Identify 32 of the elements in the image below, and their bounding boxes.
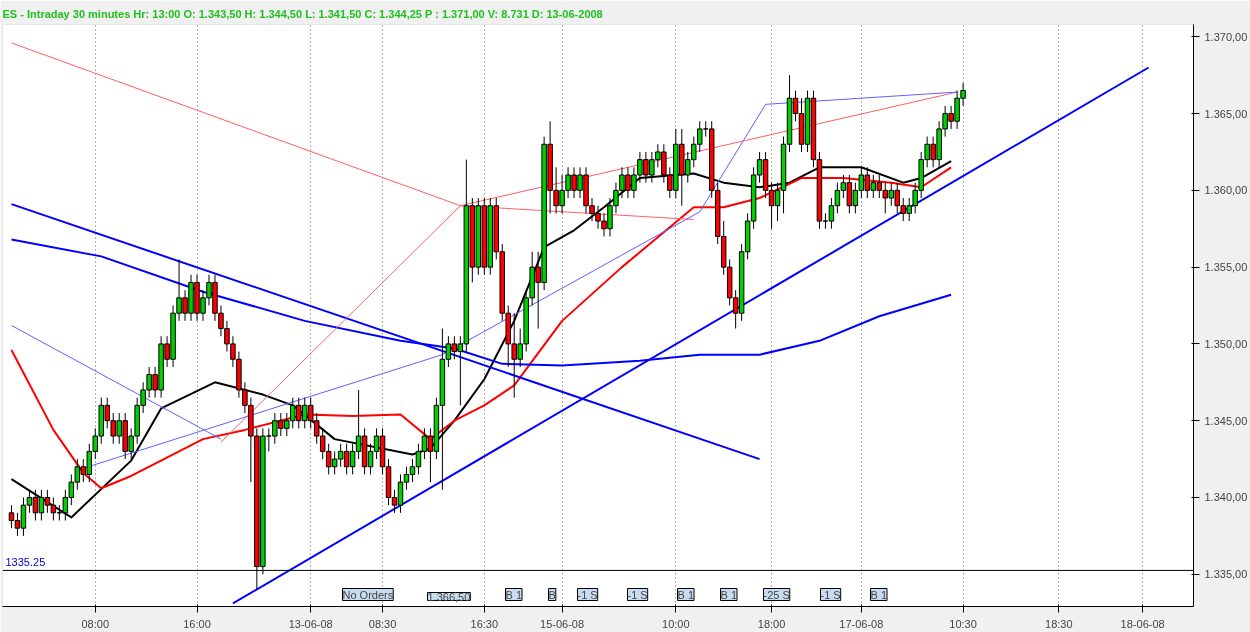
x-tick-label: 16:30 xyxy=(470,617,499,630)
annotation: -1 S xyxy=(577,588,598,601)
annotation: -25 S xyxy=(763,588,790,601)
y-tick-label: 1.335,00 xyxy=(1204,568,1248,581)
y-tick-label: 1.355,00 xyxy=(1204,261,1248,274)
x-tick-label: 10:30 xyxy=(949,617,977,630)
y-tick-label: 1.370,00 xyxy=(1204,30,1248,43)
x-tick-label: 08:00 xyxy=(81,617,110,630)
annotation: B 1 xyxy=(505,588,523,601)
x-tick-label: 10:00 xyxy=(662,617,690,630)
y-tick-label: 1.360,00 xyxy=(1204,184,1248,197)
x-tick-label: 16:00 xyxy=(183,617,211,630)
x-tick-label: 08:30 xyxy=(368,617,397,630)
ref-line-label: 1335.25 xyxy=(5,556,46,569)
annotation: -1 S xyxy=(627,588,648,601)
annotation: B 1 xyxy=(677,588,695,601)
annotation: -1 S xyxy=(820,588,841,601)
x-tick-label: 13-06-08 xyxy=(288,617,333,630)
x-tick-label: 17-06-08 xyxy=(839,617,884,630)
annotation: B 1 xyxy=(720,588,738,601)
y-tick-label: 1.350,00 xyxy=(1204,337,1248,350)
x-tick-label: 15-06-08 xyxy=(540,617,585,630)
y-tick-label: 1.365,00 xyxy=(1204,107,1248,120)
annotation: No Orders xyxy=(342,588,394,601)
y-tick-label: 1.345,00 xyxy=(1204,414,1248,427)
annotation: B 1 xyxy=(870,588,888,601)
x-tick-label: 18-06-08 xyxy=(1120,617,1165,630)
x-tick-label: 18:00 xyxy=(757,617,786,630)
x-tick-label: 18:30 xyxy=(1045,617,1073,630)
annotation: 1.366,50 xyxy=(427,590,471,603)
chart-title: ES - Intraday 30 minutes Hr: 13:00 O: 1.343,50 H: 1.344,50 L: 1.341,50 C: 1.344,25 P : 1.371,00 V: 8.731 D: 13-06-2008 xyxy=(2,7,603,20)
y-tick-label: 1.340,00 xyxy=(1204,491,1248,504)
